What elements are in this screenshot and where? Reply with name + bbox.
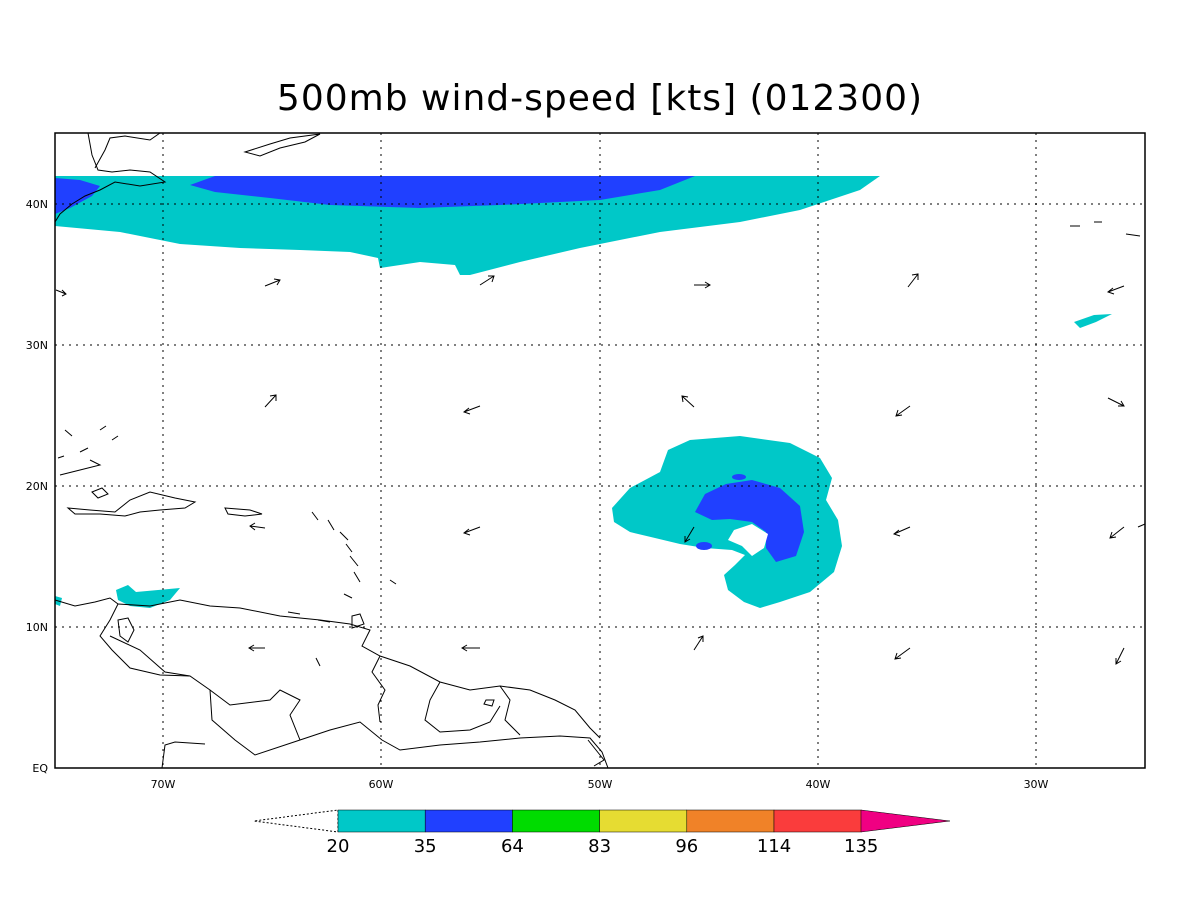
coast-azores-islands [1070,221,1141,237]
wind-vector [894,647,911,660]
coast-amazon-mouth [587,739,605,767]
coast-jamaica-bahamas [91,425,119,499]
shade-35-64-spot1 [732,474,746,480]
border-venezuela-guyana [371,655,386,723]
lon-axis-labels: 70W 60W 50W 40W 30W [151,778,1049,791]
shade-20-35-carib [55,585,180,608]
lat-label: EQ [32,762,48,775]
colorbar-box [686,809,775,833]
colorbar-box [424,809,513,833]
colorbar: 20 35 64 83 96 114 135 [253,809,951,857]
lat-label: 20N [26,480,48,493]
wind-vector [907,273,919,288]
wind-vector [248,644,265,652]
map-title: 500mb wind-speed [kts] (012300) [276,78,924,119]
coast-colombia-west [161,741,206,769]
lon-label: 30W [1024,778,1049,791]
coast-venezuela-north [117,599,601,739]
coast-puerto-rico [224,507,263,517]
coast-northeast-us [54,132,167,223]
wind-vector [462,526,481,536]
colorbar-label: 114 [757,836,791,857]
colorbar-label: 83 [588,836,611,857]
shade-calm-eye [728,524,768,556]
wind-vector [1137,523,1146,528]
coastlines [54,132,1141,769]
border-suriname-fguiana [499,685,521,736]
coast-trinidad [315,613,365,667]
colorbar-box [599,809,688,833]
shade-35-64-spot2 [696,542,712,550]
wind-vector [479,275,495,286]
colorbar-box [512,809,600,833]
colorbar-high-triangle [860,809,951,833]
lon-label: 60W [369,778,394,791]
border-us-canada [94,132,161,169]
wind-vectors [55,273,1146,665]
colorbar-label: 135 [844,836,878,857]
lon-label: 50W [588,778,613,791]
lat-label: 40N [26,198,48,211]
coast-south-america [54,597,609,769]
coast-lake-maracaibo [117,617,135,643]
shade-35-64-coast [55,178,100,214]
colorbar-box [773,809,862,833]
colorbar-box [337,809,426,833]
wind-vector [1109,526,1125,539]
shade-20-35-ne [1074,314,1112,328]
wind-vector [895,405,911,417]
coast-hispaniola [66,491,197,517]
shade-35-64-storm [695,480,804,562]
colorbar-label: 35 [414,836,437,857]
border-guyana-suriname [424,681,501,733]
wind-vector [693,635,704,651]
colorbar-label: 96 [675,836,698,857]
wind-vector [892,526,911,537]
coast-caribbean-islands-cuba [57,429,102,476]
coast-lesser-antilles [287,511,397,623]
grid-lines [55,133,1145,768]
wind-vector [249,522,266,531]
wind-vector [1106,285,1125,295]
wind-vector [1107,397,1125,407]
shade-20-35-storm [612,436,842,608]
lon-label: 70W [151,778,176,791]
shade-20-35-jet [55,176,880,275]
wind-vector [264,278,281,287]
lon-label: 40W [806,778,831,791]
wind-vector [55,289,67,297]
wind-vector [681,395,695,408]
colorbar-label: 20 [327,836,350,857]
colorbar-label: 64 [501,836,524,857]
wind-vector [684,526,695,543]
colorbar-low-triangle [253,809,339,833]
lat-label: 30N [26,339,48,352]
wind-vector [1115,647,1125,665]
wind-vector [461,644,480,652]
lat-axis-labels: 40N 30N 20N 10N EQ [26,198,49,775]
shade-35-64-jet [190,176,695,208]
wind-shading [55,176,1112,608]
coast-small-island [483,699,495,707]
lat-label: 10N [26,621,48,634]
map-frame [54,132,1146,769]
wind-vector [264,394,277,408]
colorbar-labels: 20 35 64 83 96 114 135 [327,836,879,857]
coast-nova-scotia [243,133,321,157]
wind-vector [694,281,711,289]
wind-vector [462,405,481,415]
border-colombia-venezuela [109,635,301,741]
colorbar-boxes [337,809,862,833]
